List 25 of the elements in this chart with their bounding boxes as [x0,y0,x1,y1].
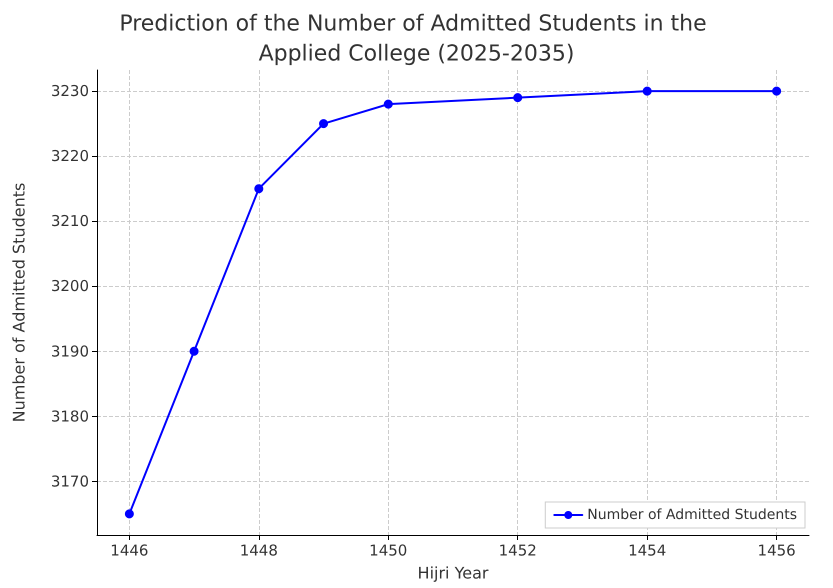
point [124,509,134,518]
y-tick-label: 3190 [50,342,89,360]
point [319,119,328,128]
point [384,100,393,109]
x-tick-label: 1454 [628,542,666,560]
y-tick-label: 3170 [50,472,89,490]
x-tick-label: 1448 [240,542,278,560]
legend-label: Number of Admitted Students [587,507,798,523]
x-tick-label: 1450 [369,542,408,560]
x-tick-label: 1456 [758,542,796,560]
y-tick-label: 3200 [50,277,89,296]
y-tick-label: 3220 [50,147,89,166]
y-tick-label: 3210 [50,212,89,230]
y-tick-label: 3230 [50,82,89,100]
y-tick-label: 3180 [50,407,89,426]
y-axis-title: Number of Admitted Students [10,182,28,422]
point [642,86,652,96]
point [513,93,522,102]
point [190,346,199,356]
x-axis-title: Hijri Year [418,564,489,582]
x-tick-label: 1452 [498,542,537,560]
point [772,86,782,96]
x-tick-label: 1446 [110,542,148,560]
point [254,184,264,194]
chart-title: Prediction of the Number of Admitted Students in the Applied College (2025-2035) [119,12,714,66]
